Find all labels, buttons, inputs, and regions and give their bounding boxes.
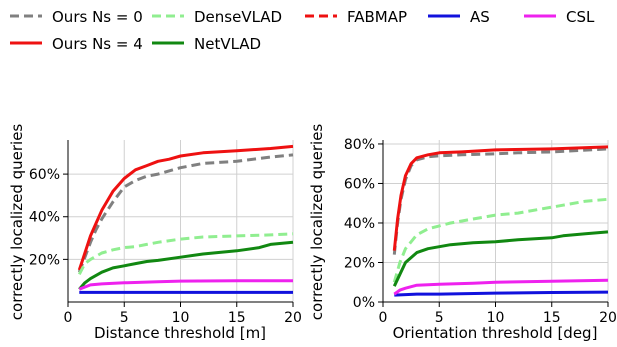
orientation-series-densevlad — [392, 197, 609, 283]
orientation-series-as — [394, 290, 609, 297]
orientation-series-ours-ns-4 — [392, 145, 609, 251]
distance-series-densevlad — [77, 232, 294, 275]
legend-entry-densevlad: DenseVLAD — [152, 8, 282, 26]
distance-series-ours-ns-4 — [77, 144, 294, 271]
distance-chart-xlabel: Distance threshold [m] — [94, 324, 266, 342]
orientation-ytick-label: 60% — [344, 176, 375, 192]
legend-label-ours-ns-4: Ours Ns = 4 — [52, 35, 143, 53]
orientation-series-group — [392, 145, 609, 297]
distance-xtick-label: 10 — [172, 310, 190, 326]
legend-entry-as: AS — [428, 8, 490, 26]
orientation-ytick-label: 0% — [353, 295, 375, 311]
distance-chart-ylabel: correctly localized queries — [8, 124, 26, 321]
distance-xtick-label: 0 — [64, 310, 73, 326]
legend-label-netvlad: NetVLAD — [194, 35, 261, 53]
orientation-ytick-label: 80% — [344, 137, 375, 153]
legend-entry-csl: CSL — [524, 8, 595, 26]
orientation-ytick-label: 40% — [344, 216, 375, 232]
distance-xtick-label: 20 — [284, 310, 302, 326]
distance-series-csl — [78, 279, 293, 291]
legend-label-densevlad: DenseVLAD — [194, 8, 282, 26]
orientation-xtick-label: 15 — [543, 310, 561, 326]
orientation-xtick-label: 0 — [379, 310, 388, 326]
legend-entry-ours-ns-4: Ours Ns = 4 — [10, 35, 143, 53]
orientation-series-ours-ns-0 — [392, 147, 609, 255]
distance-ytick-label: 60% — [29, 167, 60, 183]
legend: Ours Ns = 0 DenseVLAD FABMAP AS CSL Ours Ns =… — [10, 8, 595, 53]
orientation-series-netvlad — [392, 230, 609, 287]
orientation-series-csl — [393, 278, 609, 296]
orientation-ytick-label: 20% — [344, 255, 375, 271]
orientation-xtick-label: 5 — [435, 310, 444, 326]
legend-label-as: AS — [470, 8, 490, 26]
distance-xtick-label: 15 — [228, 310, 246, 326]
distance-ytick-label: 40% — [29, 210, 60, 226]
orientation-xtick-label: 20 — [599, 310, 617, 326]
distance-chart: correctly localized queries Distance thr… — [8, 124, 302, 342]
legend-entry-fabmap: FABMAP — [305, 8, 407, 26]
legend-label-ours-ns-0: Ours Ns = 0 — [52, 8, 143, 26]
legend-entry-ours-ns-0: Ours Ns = 0 — [10, 8, 143, 26]
legend-entry-netvlad: NetVLAD — [152, 35, 261, 53]
distance-series-netvlad — [78, 240, 294, 291]
distance-ytick-label: 20% — [29, 252, 60, 268]
orientation-chart-ylabel: correctly localized queries — [308, 124, 326, 321]
orientation-chart-xlabel: Orientation threshold [deg] — [393, 324, 598, 342]
legend-label-fabmap: FABMAP — [347, 8, 407, 26]
distance-series-group — [77, 144, 294, 294]
orientation-xtick-label: 10 — [487, 310, 505, 326]
orientation-chart: correctly localized queries Orientation … — [308, 124, 617, 342]
legend-label-csl: CSL — [566, 8, 595, 26]
distance-series-ours-ns-0 — [77, 153, 294, 273]
distance-xtick-label: 5 — [120, 310, 129, 326]
